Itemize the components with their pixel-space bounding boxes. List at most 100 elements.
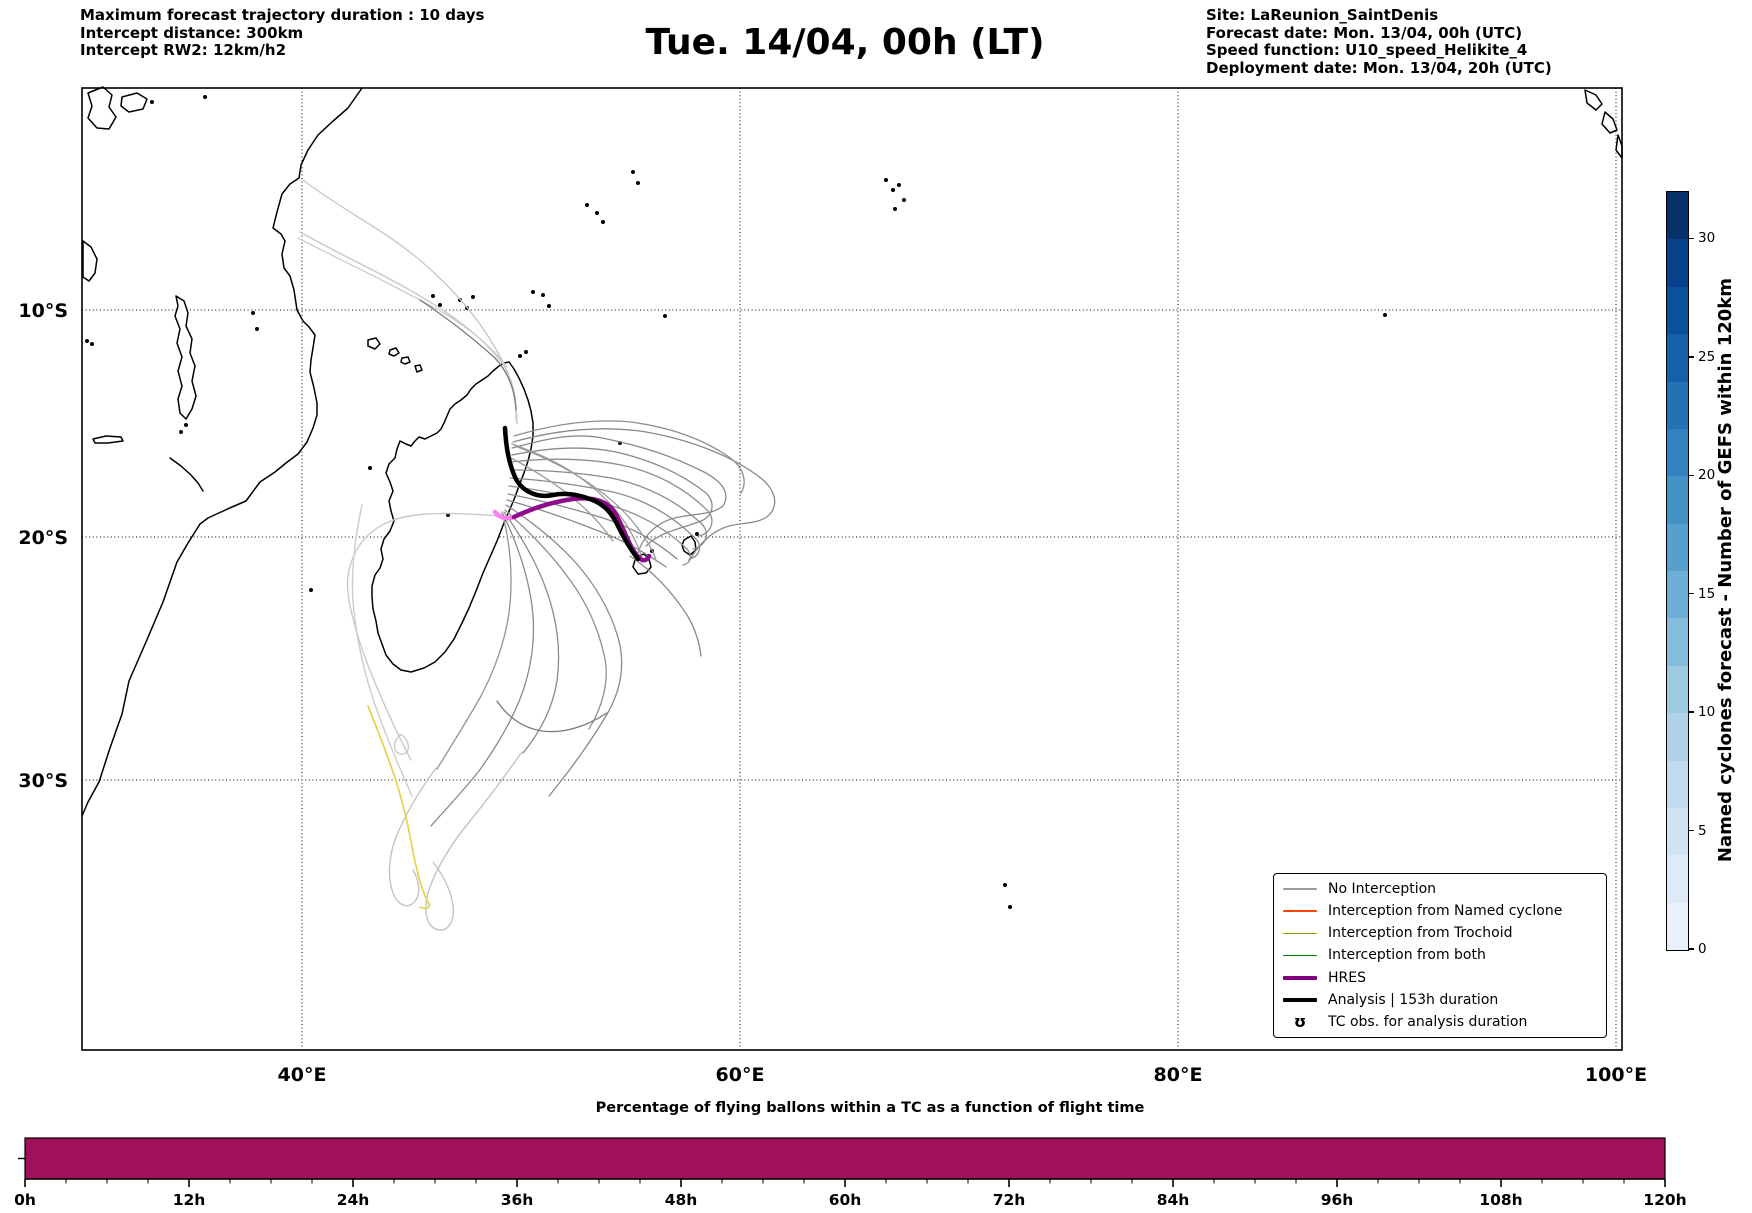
speed-function-text: Speed function: U10_speed_Helikite_4 <box>1206 41 1528 59</box>
timebar-bar <box>24 1137 1666 1180</box>
deployment-date-text: Deployment date: Mon. 13/04, 20h (UTC) <box>1206 58 1552 77</box>
islet-dot <box>184 423 188 427</box>
colorbar-tick-label: 30 <box>1698 230 1716 247</box>
trajectory-interception-from-trochoid <box>367 705 431 910</box>
islet-dot <box>90 342 94 346</box>
coastline-comoros-4 <box>414 364 423 373</box>
colorbar-tick <box>1688 356 1694 358</box>
intercept-rw2-text: Intercept RW2: 12km/h2 <box>80 41 287 59</box>
trajectory-no-interception <box>511 443 643 559</box>
islet-dot <box>471 295 475 299</box>
legend-line-swatch <box>1282 975 1318 980</box>
trajectory-no-interception-dark <box>496 700 608 733</box>
colorbar-segment <box>1667 713 1688 761</box>
coastline-mauritius <box>681 535 697 556</box>
colorbar-tick <box>1688 711 1694 713</box>
legend-item-label: TC obs. for analysis duration <box>1328 1013 1528 1030</box>
trajectory-no-interception <box>511 435 727 557</box>
colorbar-axis-label: Named cyclones forecast - Number of GEFS… <box>1708 191 1742 949</box>
coastline-sumatra-2 <box>1601 111 1618 134</box>
lon-tick-label: 60°E <box>716 1064 765 1086</box>
coastline-lake-malawi <box>174 295 197 420</box>
colorbar-segment <box>1667 239 1688 287</box>
tc-cyclone-icon: ʊ <box>1282 1013 1318 1030</box>
legend-line <box>1283 954 1317 957</box>
islet-dot <box>85 339 89 343</box>
map-legend: No Interception Interception from Named c… <box>1273 873 1607 1038</box>
trajectory-no-interception <box>511 447 713 547</box>
coastline-madagascar <box>371 361 534 673</box>
colorbar-label-text: Named cyclones forecast - Number of GEFS… <box>1714 277 1736 863</box>
islet-dot <box>891 188 895 192</box>
trajectory-no-interception <box>505 504 623 797</box>
colorbar-tick <box>1688 474 1694 476</box>
trajectory-no-interception-dark <box>419 299 517 411</box>
colorbar-segment <box>1667 476 1688 524</box>
legend-row: Interception from both <box>1282 945 1598 965</box>
site-text: Site: LaReunion_SaintDenis <box>1206 6 1439 24</box>
colorbar-segment <box>1667 428 1688 477</box>
colorbar-segment <box>1667 760 1688 808</box>
timebar-title: Percentage of flying ballons within a TC… <box>595 1100 1145 1116</box>
coastline-africa-east-coast <box>81 87 363 817</box>
colorbar-tick-label: 20 <box>1698 467 1716 484</box>
legend-line <box>1283 888 1317 890</box>
coastline-lake-victoria-a <box>87 86 117 130</box>
timebar-tick-label: 96h <box>1321 1191 1354 1209</box>
coastline-comoros-2 <box>388 347 400 357</box>
islet-dot <box>309 588 313 592</box>
coastline-sumatra-1 <box>1584 89 1603 111</box>
trajectory-no-interception <box>430 513 535 827</box>
islet-dot <box>601 220 605 224</box>
coastline-comoros-1 <box>367 337 381 350</box>
legend-row: Analysis | 153h duration <box>1282 990 1598 1010</box>
lat-tick-label: 10°S <box>18 300 68 322</box>
colorbar-tick-label: 0 <box>1698 941 1707 957</box>
timebar-tick-label: 0h <box>14 1191 36 1209</box>
legend-row: ʊ TC obs. for analysis duration <box>1282 1012 1598 1032</box>
lon-tick-label: 40°E <box>278 1064 327 1086</box>
colorbar-segment <box>1667 665 1688 714</box>
trajectory-no-interception <box>512 428 776 562</box>
legend-item-label: Interception from Named cyclone <box>1328 903 1563 920</box>
colorbar-segment <box>1667 855 1688 903</box>
timebar-tick-label: 48h <box>665 1191 698 1209</box>
colorbar-tick <box>1688 592 1694 595</box>
legend-line <box>1283 932 1317 935</box>
legend-line-swatch <box>1282 997 1318 1003</box>
colorbar-segment <box>1667 334 1688 382</box>
coastline-sumatra-3 <box>1615 134 1623 159</box>
legend-line-swatch <box>1282 888 1318 890</box>
legend-line <box>1283 997 1317 1003</box>
islet-dot <box>1008 905 1012 909</box>
timebar-tick-label: 72h <box>993 1191 1026 1209</box>
colorbar-segment <box>1667 618 1688 666</box>
trajectory-no-interception <box>514 445 657 562</box>
lat-tick-label: 30°S <box>18 770 68 792</box>
trajectory-analysis <box>502 425 641 562</box>
legend-row: Interception from Named cyclone <box>1282 901 1598 921</box>
islet-dot <box>884 178 888 182</box>
colorbar-segment <box>1667 807 1688 856</box>
colorbar-tick <box>1688 237 1694 240</box>
legend-item-label: HRES <box>1328 969 1366 986</box>
colorbar <box>1666 191 1689 951</box>
site-info-block: Site: LaReunion_SaintDenis Forecast date… <box>1206 6 1552 77</box>
legend-item-label: Interception from Trochoid <box>1328 925 1513 942</box>
islet-dot <box>251 311 255 315</box>
trajectory-no-interception-light <box>351 504 413 797</box>
legend-item-label: Interception from both <box>1328 947 1486 964</box>
trajectory-no-interception <box>503 511 560 754</box>
islet-dot <box>150 100 154 104</box>
intercept-distance-text: Intercept distance: 300km <box>80 23 304 42</box>
max-duration-text: Maximum forecast trajectory duration : 1… <box>80 6 485 24</box>
legend-row: HRES <box>1282 968 1598 988</box>
colorbar-segment <box>1667 381 1688 429</box>
trajectory-no-interception <box>509 458 713 537</box>
legend-line-swatch <box>1282 932 1318 935</box>
islet-dot <box>897 183 901 187</box>
colorbar-segment <box>1667 192 1688 240</box>
timebar-tick-label: 120h <box>1643 1191 1686 1209</box>
trajectory-no-interception <box>509 477 701 560</box>
